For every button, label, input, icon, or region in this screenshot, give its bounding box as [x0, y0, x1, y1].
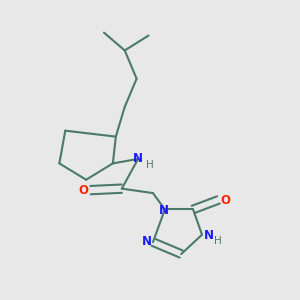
Text: O: O: [78, 184, 88, 197]
Text: N: N: [133, 152, 143, 165]
Text: N: N: [142, 235, 152, 248]
Text: N: N: [204, 229, 214, 242]
Text: H: H: [214, 236, 221, 246]
Text: N: N: [159, 204, 169, 218]
Text: O: O: [220, 194, 230, 207]
Text: H: H: [146, 160, 154, 170]
